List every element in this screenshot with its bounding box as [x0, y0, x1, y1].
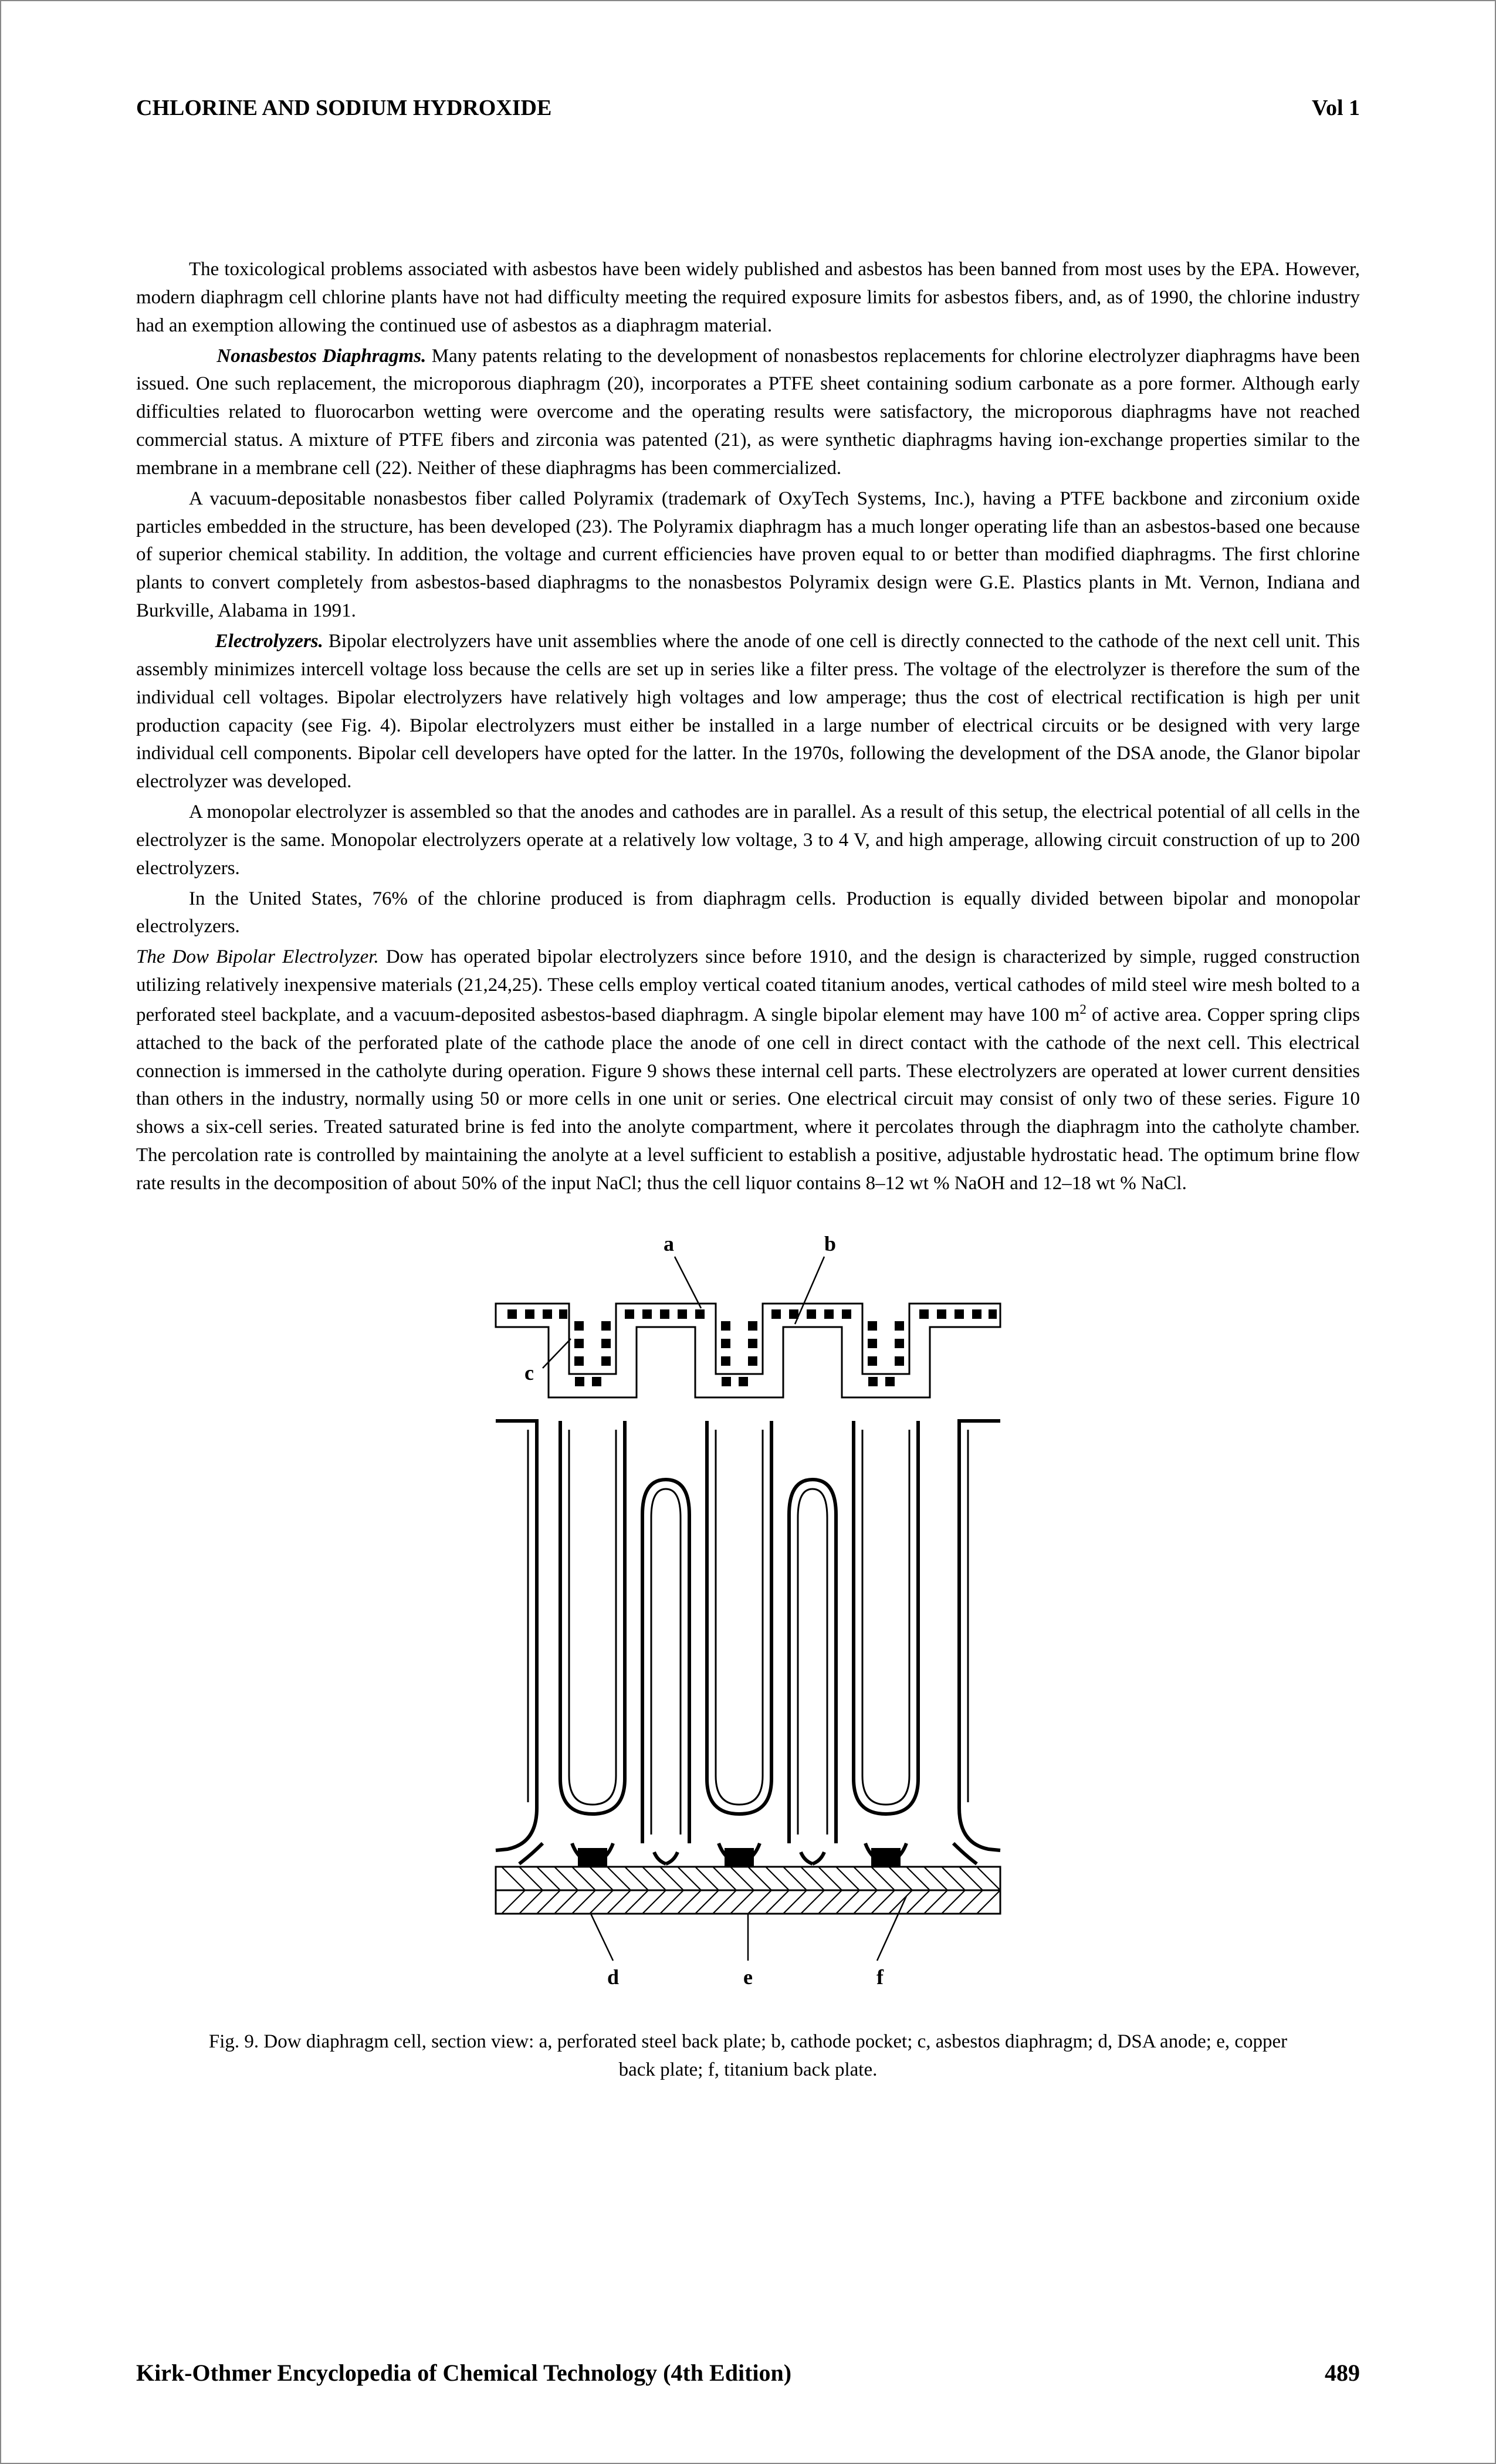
fig-label-f: f: [876, 1965, 884, 1989]
para-1: The toxicological problems associated wi…: [136, 256, 1360, 340]
subhead-electrolyzers: Electrolyzers.: [215, 631, 323, 652]
figure-9-caption: Fig. 9. Dow diaphragm cell, section view…: [191, 2028, 1305, 2084]
para-4-body: Bipolar electrolyzers have unit assembli…: [136, 631, 1360, 792]
page-footer: Kirk-Othmer Encyclopedia of Chemical Tec…: [136, 2359, 1360, 2387]
superscript-2: 2: [1079, 1001, 1087, 1017]
subhead-nonasbestos: Nonasbestos Diaphragms.: [216, 346, 426, 367]
volume-label: Vol 1: [1312, 95, 1360, 121]
fig-label-a: a: [664, 1232, 674, 1255]
page-number: 489: [1325, 2359, 1360, 2387]
page-header: CHLORINE AND SODIUM HYDROXIDE Vol 1: [136, 95, 1360, 121]
book-title: Kirk-Othmer Encyclopedia of Chemical Tec…: [136, 2359, 791, 2387]
para-2: Nonasbestos Diaphragms. Many patents rel…: [136, 343, 1360, 483]
article-title: CHLORINE AND SODIUM HYDROXIDE: [136, 95, 551, 121]
figure-9-svg: a b c d e f: [425, 1221, 1071, 2013]
body-text: The toxicological problems associated wi…: [136, 256, 1360, 1198]
para-4: Electrolyzers. Bipolar electrolyzers hav…: [136, 628, 1360, 796]
para-3: A vacuum-depositable nonasbestos fiber c…: [136, 485, 1360, 625]
para-6: In the United States, 76% of the chlorin…: [136, 885, 1360, 942]
fig-label-e: e: [743, 1965, 753, 1989]
para-7-body-b: of active area. Copper spring clips atta…: [136, 1004, 1360, 1194]
fig-label-d: d: [607, 1965, 619, 1989]
fig-label-b: b: [824, 1232, 836, 1255]
fig-label-c: c: [524, 1361, 534, 1385]
para-7: The Dow Bipolar Electrolyzer. Dow has op…: [136, 943, 1360, 1198]
subhead-dow: The Dow Bipolar Electrolyzer.: [136, 946, 379, 967]
page-container: CHLORINE AND SODIUM HYDROXIDE Vol 1 The …: [0, 0, 1496, 2464]
figure-9: a b c d e f Fig. 9. Dow diaphragm cell, …: [136, 1221, 1360, 2084]
para-5: A monopolar electrolyzer is assembled so…: [136, 798, 1360, 883]
